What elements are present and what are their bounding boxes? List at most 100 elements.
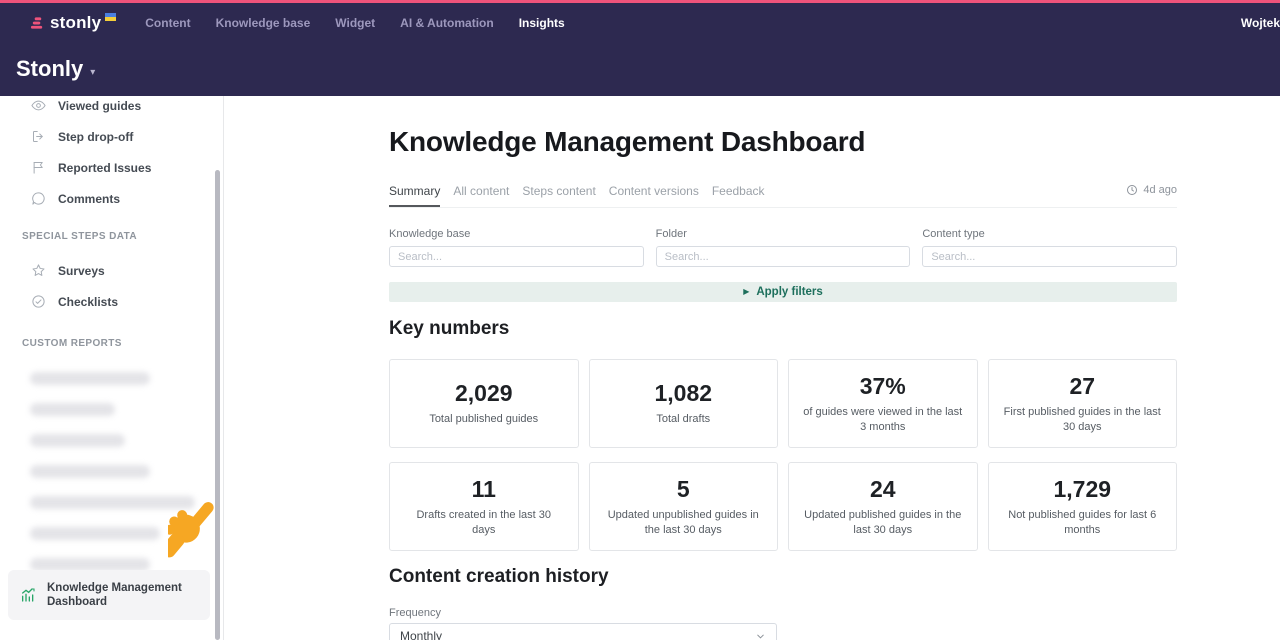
sidebar-item-knowledge-management-dashboard[interactable]: Knowledge Management Dashboard (8, 570, 210, 620)
stat-card-total-drafts: 1,082 Total drafts (588, 359, 778, 448)
filter-knowledge-base: Knowledge base (389, 228, 644, 267)
play-triangle-icon: ▶ (743, 287, 750, 296)
section-title-special-steps-data: SPECIAL STEPS DATA (22, 231, 137, 242)
nav-item-content[interactable]: Content (145, 15, 191, 30)
apply-filters-button[interactable]: ▶ Apply filters (389, 282, 1177, 302)
blurred-report-item[interactable] (30, 372, 150, 385)
blurred-report-item[interactable] (30, 465, 150, 478)
frequency-select[interactable]: Monthly (389, 623, 777, 640)
ukraine-flag-icon (105, 12, 117, 21)
stat-card-drafts-created: 11 Drafts created in the last 30 days (389, 462, 579, 551)
stat-label: Not published guides for last 6 months (1008, 508, 1157, 536)
tab-steps-content[interactable]: Steps content (522, 184, 596, 198)
tab-feedback[interactable]: Feedback (711, 184, 765, 198)
stonly-logo[interactable]: stonly (30, 12, 117, 34)
last-updated-text: 4d ago (1143, 184, 1177, 196)
custom-reports-list (0, 372, 223, 571)
stonly-logo-icon (30, 16, 43, 29)
top-accent-bar (0, 0, 1280, 3)
blurred-report-item[interactable] (30, 527, 160, 540)
page-title: Knowledge Management Dashboard (389, 126, 866, 157)
sidebar-item-viewed-guides[interactable]: Viewed guides (0, 90, 223, 121)
blurred-report-item[interactable] (30, 496, 195, 509)
filter-content-type: Content type (922, 228, 1178, 267)
special-steps-items: Surveys Checklists (0, 255, 223, 317)
stat-card-total-published-guides: 2,029 Total published guides (389, 359, 579, 448)
stat-value: 27 (1069, 372, 1096, 399)
nav-item-widget[interactable]: Widget (335, 15, 376, 30)
stat-label: of guides were viewed in the last 3 mont… (803, 405, 963, 433)
chart-icon (22, 588, 35, 602)
workspace-bar: Stonly ▾ (0, 42, 1280, 96)
sidebar-item-checklists[interactable]: Checklists (0, 286, 223, 317)
key-numbers-heading: Key numbers (389, 318, 510, 339)
stat-label: Total published guides (429, 413, 539, 426)
nav-item-ai-automation[interactable]: AI & Automation (400, 15, 494, 30)
stat-value: 37% (859, 372, 906, 399)
sidebar-item-surveys[interactable]: Surveys (0, 255, 223, 286)
last-updated-badge: 4d ago (1126, 184, 1177, 196)
apply-filters-label: Apply filters (756, 286, 823, 298)
content-creation-history-heading: Content creation history (389, 566, 609, 587)
sidebar-item-comments[interactable]: Comments (0, 183, 223, 214)
filter-label: Content type (922, 228, 985, 240)
clock-icon (1127, 185, 1138, 195)
comment-icon (32, 192, 45, 205)
key-numbers-grid: 2,029 Total published guides 1,082 Total… (389, 359, 1177, 551)
step-exit-icon (33, 131, 43, 142)
blurred-report-item[interactable] (30, 434, 125, 447)
filter-label: Knowledge base (389, 228, 471, 240)
stat-value: 1,729 (1053, 475, 1112, 502)
sidebar-item-label: Reported Issues (58, 160, 152, 175)
eye-icon (31, 100, 46, 111)
sidebar-menu: Viewed guides Step drop-off Reported Iss… (0, 90, 223, 214)
sidebar-item-label: Knowledge Management Dashboard (47, 581, 182, 608)
top-navbar: stonly Content Knowledge base Widget AI … (0, 3, 1280, 42)
filter-folder: Folder (655, 228, 911, 267)
chevron-down-icon[interactable]: ▾ (90, 66, 96, 78)
filter-label: Folder (655, 228, 687, 240)
sidebar-item-label: Comments (58, 191, 121, 206)
blurred-report-item[interactable] (30, 558, 150, 571)
sidebar-item-label: Viewed guides (58, 98, 142, 113)
check-circle-icon (32, 295, 45, 308)
tab-summary[interactable]: Summary (389, 184, 441, 207)
workspace-name[interactable]: Stonly (16, 56, 84, 81)
dashboard-tabs: Summary All content Steps content Conten… (389, 184, 1177, 208)
nav-item-knowledge-base[interactable]: Knowledge base (215, 15, 311, 30)
top-nav-items: Content Knowledge base Widget AI & Autom… (145, 16, 564, 30)
tab-content-versions[interactable]: Content versions (608, 184, 699, 198)
filter-row: Knowledge base Folder Content type (389, 228, 1178, 267)
stat-card-updated-unpublished: 5 Updated unpublished guides in the last… (588, 462, 778, 551)
sidebar-scrollbar[interactable] (215, 170, 220, 640)
stat-value: 11 (471, 475, 496, 502)
user-menu[interactable]: Wojtek B (1240, 15, 1280, 30)
stat-card-not-published: 1,729 Not published guides for last 6 mo… (987, 462, 1177, 551)
stat-value: 1,082 (654, 380, 713, 407)
nav-item-insights[interactable]: Insights (518, 15, 565, 30)
stat-value: 2,029 (454, 380, 513, 407)
stat-card-updated-published: 24 Updated published guides in the last … (788, 462, 978, 551)
stat-value: 24 (869, 475, 896, 502)
stat-label: Updated unpublished guides in the last 3… (607, 508, 759, 536)
sidebar-item-step-drop-off[interactable]: Step drop-off (0, 121, 223, 152)
insights-sidebar: Viewed guides Step drop-off Reported Iss… (0, 96, 224, 640)
flag-icon (33, 162, 43, 174)
main-panel: Knowledge Management Dashboard Summary A… (225, 96, 1280, 640)
sidebar-item-label: Surveys (58, 263, 105, 278)
sidebar-item-label: Checklists (58, 294, 119, 309)
tab-all-content[interactable]: All content (453, 184, 510, 198)
content-type-search-input[interactable] (922, 246, 1178, 267)
stat-label: First published guides in the last 30 da… (1003, 405, 1161, 433)
stat-label: Drafts created in the last 30 days (416, 508, 551, 536)
stat-card-viewed-percent: 37% of guides were viewed in the last 3 … (788, 359, 978, 448)
frequency-label: Frequency (389, 607, 441, 619)
sidebar-item-reported-issues[interactable]: Reported Issues (0, 152, 223, 183)
frequency-selected-value: Monthly (400, 629, 443, 640)
knowledge-base-search-input[interactable] (389, 246, 644, 267)
folder-search-input[interactable] (655, 246, 911, 267)
stat-card-first-published: 27 First published guides in the last 30… (987, 359, 1177, 448)
stat-label: Updated published guides in the last 30 … (804, 508, 962, 536)
blurred-report-item[interactable] (30, 403, 115, 416)
